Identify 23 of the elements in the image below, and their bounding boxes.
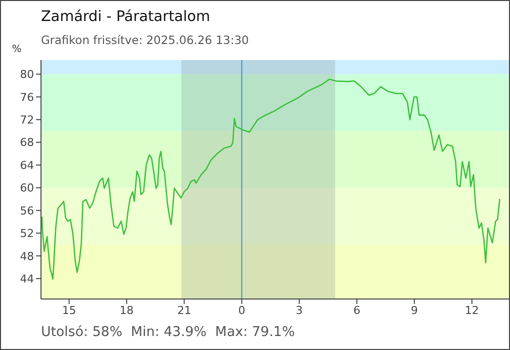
- y-tick-label: 80: [20, 68, 34, 82]
- x-tick-label: 21: [177, 304, 192, 317]
- x-tick-label: 18: [120, 304, 134, 317]
- y-tick-label: 44: [20, 272, 34, 286]
- x-tick-label: 0: [238, 304, 246, 317]
- y-tick-label: 52: [20, 227, 34, 240]
- y-tick-label: 76: [20, 90, 34, 104]
- chart-title: Zamárdi - Páratartalom: [41, 9, 210, 25]
- y-axis-title: %: [12, 44, 22, 55]
- x-tick-label: 3: [296, 304, 303, 317]
- y-tick-label: 64: [20, 158, 34, 172]
- x-tick-label: 12: [464, 304, 479, 317]
- text: Utolsó: 58% Min: 43.9% Max: 79.1%: [41, 324, 295, 340]
- y-tick-label: 68: [20, 136, 34, 150]
- x-tick-label: 6: [353, 304, 360, 317]
- x-tick-label: 15: [62, 304, 76, 317]
- y-tick-label: 48: [20, 250, 34, 263]
- y-tick-label: 60: [20, 182, 34, 195]
- chart-subtitle: Grafikon frissítve: 2025.06.26 13:30: [41, 33, 249, 47]
- y-tick-label: 56: [20, 204, 34, 218]
- y-tick-label: 72: [20, 114, 34, 127]
- line-series: [41, 78, 500, 280]
- x-tick-label: 9: [410, 304, 418, 317]
